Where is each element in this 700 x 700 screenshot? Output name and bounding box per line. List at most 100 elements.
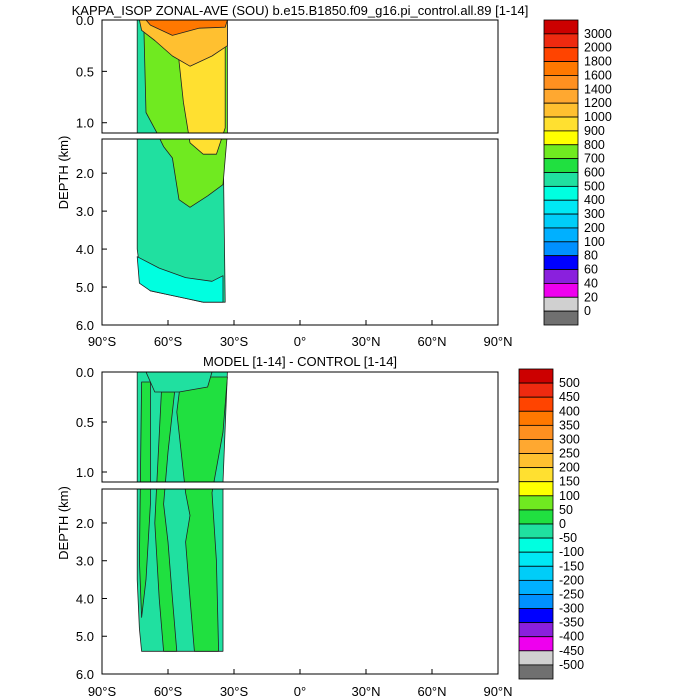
colorbar-box	[543, 88, 579, 104]
y-tick-label: 6.0	[76, 318, 94, 333]
region-band-b	[154, 489, 178, 652]
colorbar-label: 1200	[584, 96, 612, 110]
y-tick-label: 4.0	[76, 591, 94, 606]
colorbar-box	[543, 283, 579, 298]
colorbar-box	[543, 269, 579, 284]
y-tick-label: 0.0	[76, 13, 94, 28]
colorbar-box	[518, 410, 554, 426]
x-tick-label: 30°N	[351, 334, 380, 349]
region-band-c	[176, 376, 228, 482]
colorbar-box	[543, 185, 579, 201]
colorbar-label: 300	[559, 432, 580, 446]
colorbar-box	[518, 467, 554, 483]
colorbar-box	[543, 227, 579, 243]
colorbar-box	[518, 439, 554, 454]
colorbar-label: -50	[559, 531, 577, 545]
colorbar-label: 50	[559, 503, 573, 517]
y-tick-label: 3.0	[76, 554, 94, 569]
x-tick-label: 90°S	[88, 334, 117, 349]
y-tick-label: 4.0	[76, 242, 94, 257]
colorbar-box	[543, 172, 579, 187]
colorbar: 500450400350300250200150100500-50-100-15…	[518, 368, 584, 680]
colorbar-box	[543, 296, 579, 312]
x-tick-label: 60°S	[154, 334, 183, 349]
colorbar-label: 600	[584, 166, 605, 180]
colorbar-box	[543, 158, 579, 173]
colorbar-box	[518, 636, 554, 652]
colorbar-label: 1400	[584, 82, 612, 96]
colorbar-label: 500	[584, 179, 605, 193]
y-tick-label: 3.0	[76, 204, 94, 219]
colorbar-box	[543, 213, 579, 229]
region-upper-cyan	[145, 372, 213, 393]
colorbar-label: 1000	[584, 110, 612, 124]
region-band-a	[138, 489, 151, 618]
colorbar-label: 250	[559, 447, 580, 461]
colorbar-label: 40	[584, 276, 598, 290]
colorbar-label: 80	[584, 249, 598, 263]
colorbar-label: -400	[559, 630, 584, 644]
colorbar-box	[543, 144, 579, 160]
y-tick-label: 5.0	[76, 629, 94, 644]
chart-title: MODEL [1-14] - CONTROL [1-14]	[203, 354, 397, 369]
colorbar-label: 3000	[584, 27, 612, 41]
colorbar-label: 400	[584, 193, 605, 207]
colorbar-box	[518, 509, 554, 525]
colorbar-label: 300	[584, 207, 605, 221]
colorbar-box	[518, 396, 554, 412]
colorbar-box	[518, 537, 554, 553]
colorbar-label: 1600	[584, 68, 612, 82]
colorbar-label: -200	[559, 573, 584, 587]
colorbar-label: 150	[559, 475, 580, 489]
colorbar-box	[543, 47, 579, 62]
lower-subpanel	[136, 489, 224, 652]
colorbar-label: -500	[559, 658, 584, 672]
colorbar-label: 450	[559, 390, 580, 404]
colorbar-box	[543, 61, 579, 76]
y-tick-label: 1.0	[76, 116, 94, 131]
y-tick-label: 5.0	[76, 280, 94, 295]
colorbar-box	[518, 650, 554, 666]
colorbar-box	[518, 579, 554, 595]
colorbar-label: -250	[559, 587, 584, 601]
colorbar-box	[543, 310, 579, 326]
x-tick-label: 90°N	[483, 684, 512, 699]
colorbar-label: -150	[559, 559, 584, 573]
colorbar-label: 100	[559, 489, 580, 503]
x-tick-label: 30°S	[220, 334, 249, 349]
colorbar-label: 0	[584, 304, 591, 318]
colorbar-label: 100	[584, 235, 605, 249]
chart-title: KAPPA_ISOP ZONAL-AVE (SOU) b.e15.B1850.f…	[72, 3, 529, 18]
x-tick-label: 90°N	[483, 334, 512, 349]
colorbar-box	[518, 664, 554, 680]
y-tick-label: 0.5	[76, 415, 94, 430]
colorbar-label: 1800	[584, 55, 612, 69]
colorbar-box	[543, 241, 579, 257]
colorbar-label: -350	[559, 616, 584, 630]
colorbar-box	[518, 481, 554, 497]
lower-subpanel	[136, 139, 228, 303]
y-tick-label: 2.0	[76, 166, 94, 181]
colorbar-box	[518, 622, 554, 638]
region-upper-green	[159, 139, 228, 208]
x-tick-label: 0°	[294, 684, 306, 699]
x-tick-label: 30°S	[220, 684, 249, 699]
upper-subpanel	[136, 20, 228, 133]
upper-subpanel	[136, 372, 228, 482]
colorbar-box	[543, 102, 579, 118]
colorbar-label: 800	[584, 138, 605, 152]
y-tick-label: 0.0	[76, 365, 94, 380]
colorbar-box	[543, 199, 579, 215]
upper-frame	[101, 371, 499, 483]
panel-1: KAPPA_ISOP ZONAL-AVE (SOU) b.e15.B1850.f…	[56, 3, 612, 349]
region-yellow	[188, 139, 222, 155]
x-tick-label: 30°N	[351, 684, 380, 699]
colorbar-box	[543, 116, 579, 132]
upper-frame	[101, 19, 499, 134]
colorbar-box	[518, 453, 554, 469]
x-tick-label: 0°	[294, 334, 306, 349]
colorbar-box	[518, 523, 554, 539]
x-tick-label: 60°N	[417, 334, 446, 349]
region-surface	[145, 20, 228, 36]
colorbar-label: 350	[559, 418, 580, 432]
